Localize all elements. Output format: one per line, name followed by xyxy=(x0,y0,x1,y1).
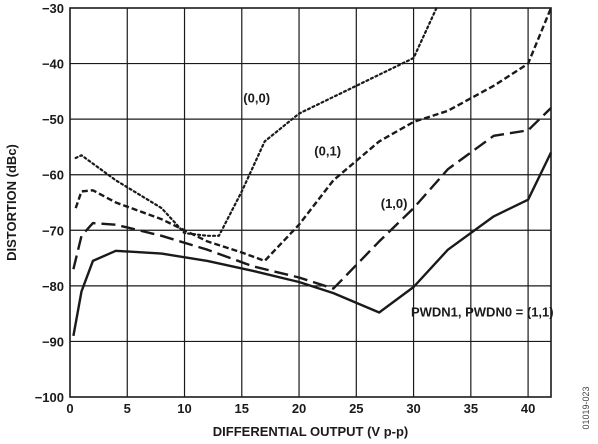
y-tick-label: −70 xyxy=(42,223,64,238)
series-annotation: PWDN1, PWDN0 = (1,1) xyxy=(411,304,554,319)
series-annotation: (0,0) xyxy=(243,90,270,105)
series-lines xyxy=(72,6,553,337)
series-annotation: (0,1) xyxy=(314,143,341,158)
x-tick-label: 0 xyxy=(66,401,73,416)
x-tick-label: 30 xyxy=(406,401,420,416)
y-tick-label: −30 xyxy=(42,1,64,16)
figure-id: 01019-023 xyxy=(581,386,591,429)
series-annotation: (1,0) xyxy=(381,196,408,211)
series-line-2 xyxy=(72,107,552,290)
y-tick-label: −90 xyxy=(42,334,64,349)
y-tick-label: −100 xyxy=(35,390,64,405)
x-tick-labels: 0 5 10 15 20 25 30 35 40 xyxy=(66,401,535,416)
x-axis-label: DIFFERENTIAL OUTPUT (V p-p) xyxy=(213,424,408,439)
series-line-3 xyxy=(72,151,553,337)
y-axis-label: DISTORTION (dBc) xyxy=(4,144,19,261)
y-tick-label: −40 xyxy=(42,57,64,72)
x-tick-label: 35 xyxy=(464,401,478,416)
x-tick-label: 25 xyxy=(349,401,363,416)
x-tick-label: 5 xyxy=(124,401,131,416)
series-line-0 xyxy=(74,6,438,237)
y-tick-label: −60 xyxy=(42,168,64,183)
y-tick-label: −80 xyxy=(42,279,64,294)
grid-lines xyxy=(70,8,551,397)
x-tick-label: 20 xyxy=(292,401,306,416)
series-annotations: (0,0) (0,1) (1,0) PWDN1, PWDN0 = (1,1) xyxy=(243,90,553,319)
y-tick-label: −50 xyxy=(42,112,64,127)
y-tick-labels: −30 −40 −50 −60 −70 −80 −90 −100 xyxy=(35,1,64,405)
x-tick-label: 15 xyxy=(235,401,249,416)
x-tick-label: 40 xyxy=(521,401,535,416)
plot-frame xyxy=(69,7,552,398)
x-tick-label: 10 xyxy=(177,401,191,416)
